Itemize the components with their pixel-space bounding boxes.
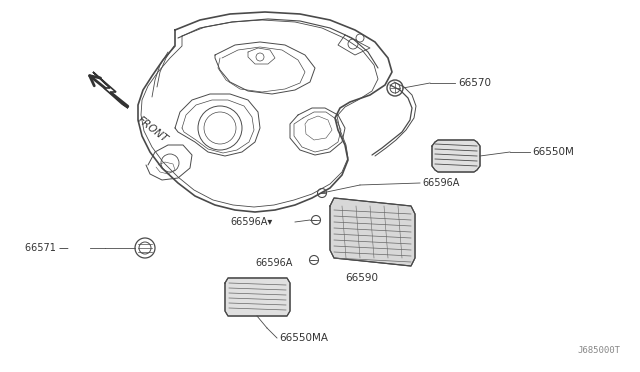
Text: 66596A: 66596A xyxy=(422,178,460,188)
Text: 66571 —: 66571 — xyxy=(25,243,68,253)
Text: 66596A: 66596A xyxy=(255,258,292,268)
Text: FRONT: FRONT xyxy=(135,115,169,145)
Text: 66596A▾: 66596A▾ xyxy=(230,217,272,227)
Polygon shape xyxy=(225,278,290,316)
Polygon shape xyxy=(93,72,128,108)
Text: 66570: 66570 xyxy=(458,78,491,88)
Polygon shape xyxy=(432,140,480,172)
Text: 66590: 66590 xyxy=(346,273,378,283)
Text: 66550M: 66550M xyxy=(532,147,574,157)
Text: J685000T: J685000T xyxy=(577,346,620,355)
Text: 66550MA: 66550MA xyxy=(279,333,328,343)
Polygon shape xyxy=(330,198,415,266)
